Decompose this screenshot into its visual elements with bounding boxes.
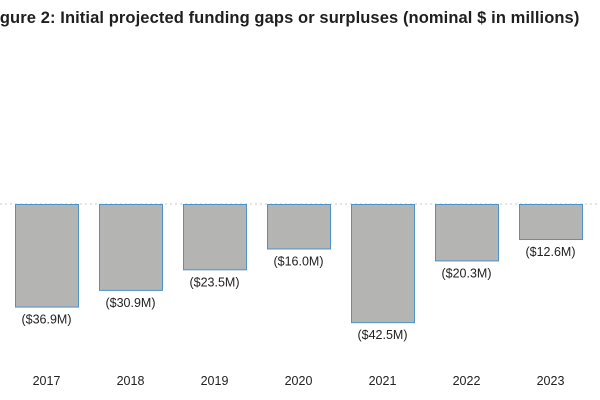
data-label-2020: ($16.0M) [273, 254, 323, 268]
bar-2021 [351, 204, 415, 324]
data-label-2017: ($36.9M) [21, 313, 71, 327]
x-tick-label-2022: 2022 [453, 374, 481, 388]
bars-group [15, 204, 583, 324]
data-label-2019: ($23.5M) [189, 275, 239, 289]
x-tick-label-2021: 2021 [369, 374, 397, 388]
bar-2019 [183, 204, 247, 271]
data-label-2018: ($30.9M) [105, 296, 155, 310]
chart-title-container: Figure 2: Initial projected funding gaps… [0, 9, 600, 31]
bar-2017 [15, 204, 79, 308]
data-label-2023: ($12.6M) [525, 245, 575, 259]
x-tick-label-2017: 2017 [33, 374, 61, 388]
data-labels-group: ($36.9M) ($30.9M) ($23.5M) ($16.0M) ($42.5M)… [21, 245, 575, 342]
bar-2020 [267, 204, 331, 250]
bar-2022 [435, 204, 499, 262]
x-tick-label-2023: 2023 [537, 374, 565, 388]
data-label-2021: ($42.5M) [357, 328, 407, 342]
bar-2023 [519, 204, 583, 241]
x-axis-tick-labels: 2017 2018 2019 2020 2021 2022 2023 [33, 374, 565, 388]
bar-2018 [99, 204, 163, 291]
x-tick-label-2020: 2020 [285, 374, 313, 388]
data-label-2022: ($20.3M) [441, 266, 491, 280]
x-tick-label-2018: 2018 [117, 374, 145, 388]
x-tick-label-2019: 2019 [201, 374, 229, 388]
chart-title: Figure 2: Initial projected funding gaps… [0, 9, 580, 27]
